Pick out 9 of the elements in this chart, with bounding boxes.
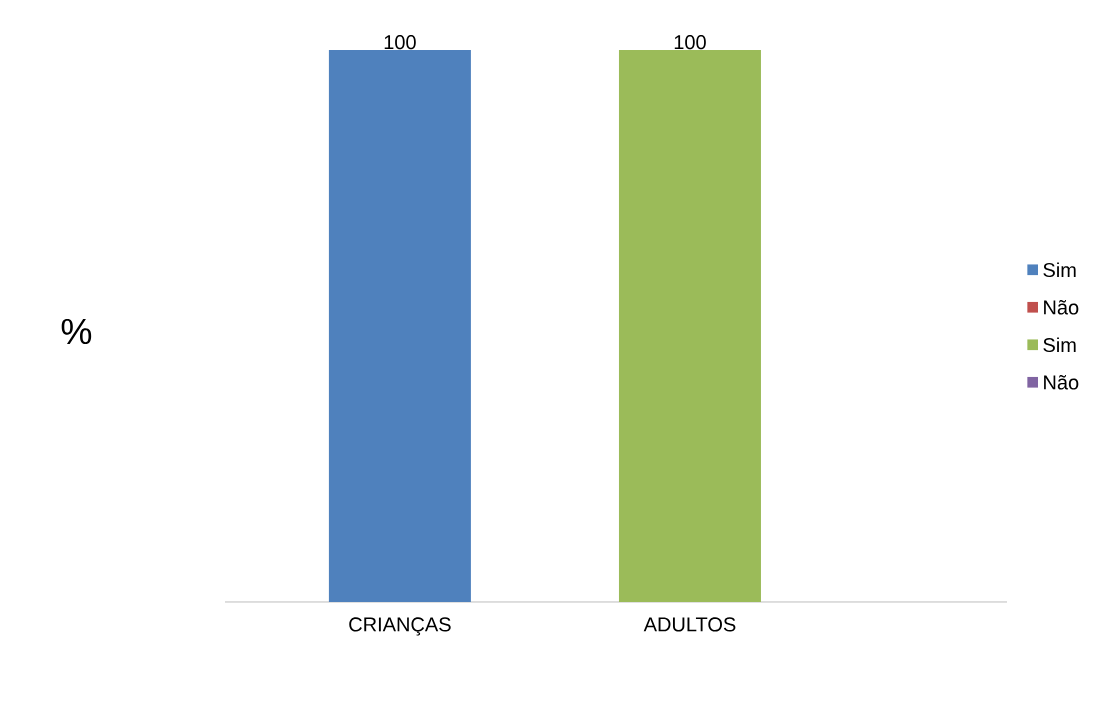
data-label: 100 <box>674 35 706 50</box>
legend-label: Não <box>1044 375 1079 390</box>
legend-label: Sim <box>1043 262 1076 278</box>
x-tick-label: ADULTOS <box>643 617 736 632</box>
x-tick-label: CRIANÇAS <box>349 617 451 636</box>
data-label: 100 <box>384 35 416 50</box>
y-axis-title: % <box>61 318 92 345</box>
legend-label: Não <box>1044 300 1079 315</box>
legend-label: Sim <box>1043 337 1076 353</box>
